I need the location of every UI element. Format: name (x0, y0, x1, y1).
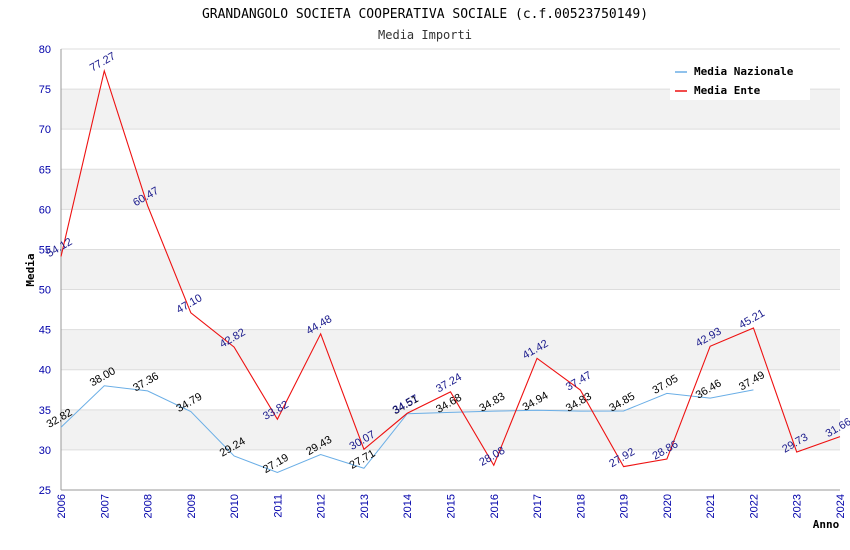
gridlines (60, 48, 840, 491)
x-tick-label: 2014 (402, 494, 414, 518)
y-tick-label: 75 (39, 84, 51, 96)
series-line-media-ente (60, 68, 841, 468)
band (61, 409, 840, 450)
y-tick-label: 70 (39, 124, 51, 136)
x-axis-label: Anno (813, 518, 840, 531)
x-ticks: 2006 2007 2008 2009 2010 2011 2012 2013 2014 2015… (56, 494, 847, 518)
x-tick-label: 2024 (835, 494, 847, 518)
y-tick-label: 40 (39, 365, 51, 377)
y-tick-label: 60 (39, 204, 51, 216)
y-tick-label: 45 (39, 325, 51, 337)
x-tick-label: 2019 (619, 494, 631, 518)
y-tick-label: 30 (39, 445, 51, 457)
band (61, 129, 840, 170)
x-tick-label: 2015 (446, 494, 458, 518)
x-tick-label: 2012 (316, 494, 328, 518)
band (61, 449, 840, 490)
chart-subtitle: Media Importi (378, 28, 472, 42)
x-tick-label: 2009 (186, 494, 198, 518)
x-tick-label: 2007 (99, 494, 111, 518)
y-axis-label: Media (24, 253, 37, 286)
x-tick-label: 2017 (532, 494, 544, 518)
x-tick-label: 2006 (56, 494, 68, 518)
y-tick-label: 35 (39, 405, 51, 417)
background-bands (61, 49, 840, 490)
legend-label-media-ente: Media Ente (694, 84, 761, 97)
y-tick-label: 65 (39, 164, 51, 176)
band (61, 169, 840, 210)
band (61, 249, 840, 290)
legend-label-media-nazionale: Media Nazionale (694, 65, 794, 78)
y-tick-label: 50 (39, 285, 51, 297)
y-ticks: 25 30 35 40 45 50 55 60 65 70 75 80 (39, 44, 51, 497)
legend-box (670, 60, 810, 100)
x-tick-label: 2021 (705, 494, 717, 518)
x-tick-label: 2022 (748, 494, 760, 518)
chart-title: GRANDANGOLO SOCIETA COOPERATIVA SOCIALE … (202, 7, 648, 22)
x-tick-label: 2023 (792, 494, 804, 518)
x-tick-label: 2010 (229, 494, 241, 518)
band (61, 329, 840, 370)
x-tick-label: 2011 (272, 494, 284, 518)
y-tick-label: 55 (39, 244, 51, 256)
series-lines (60, 68, 841, 473)
x-tick-label: 2013 (359, 494, 371, 518)
x-tick-label: 2020 (662, 494, 674, 518)
band (61, 289, 840, 330)
band (61, 369, 840, 410)
x-tick-label: 2008 (143, 494, 155, 518)
x-tick-label: 2016 (489, 494, 501, 518)
band (61, 209, 840, 250)
x-tick-label: 2018 (575, 494, 587, 518)
y-tick-label: 80 (39, 44, 51, 56)
y-tick-label: 25 (39, 485, 51, 497)
legend: Media Nazionale Media Ente (670, 60, 810, 100)
